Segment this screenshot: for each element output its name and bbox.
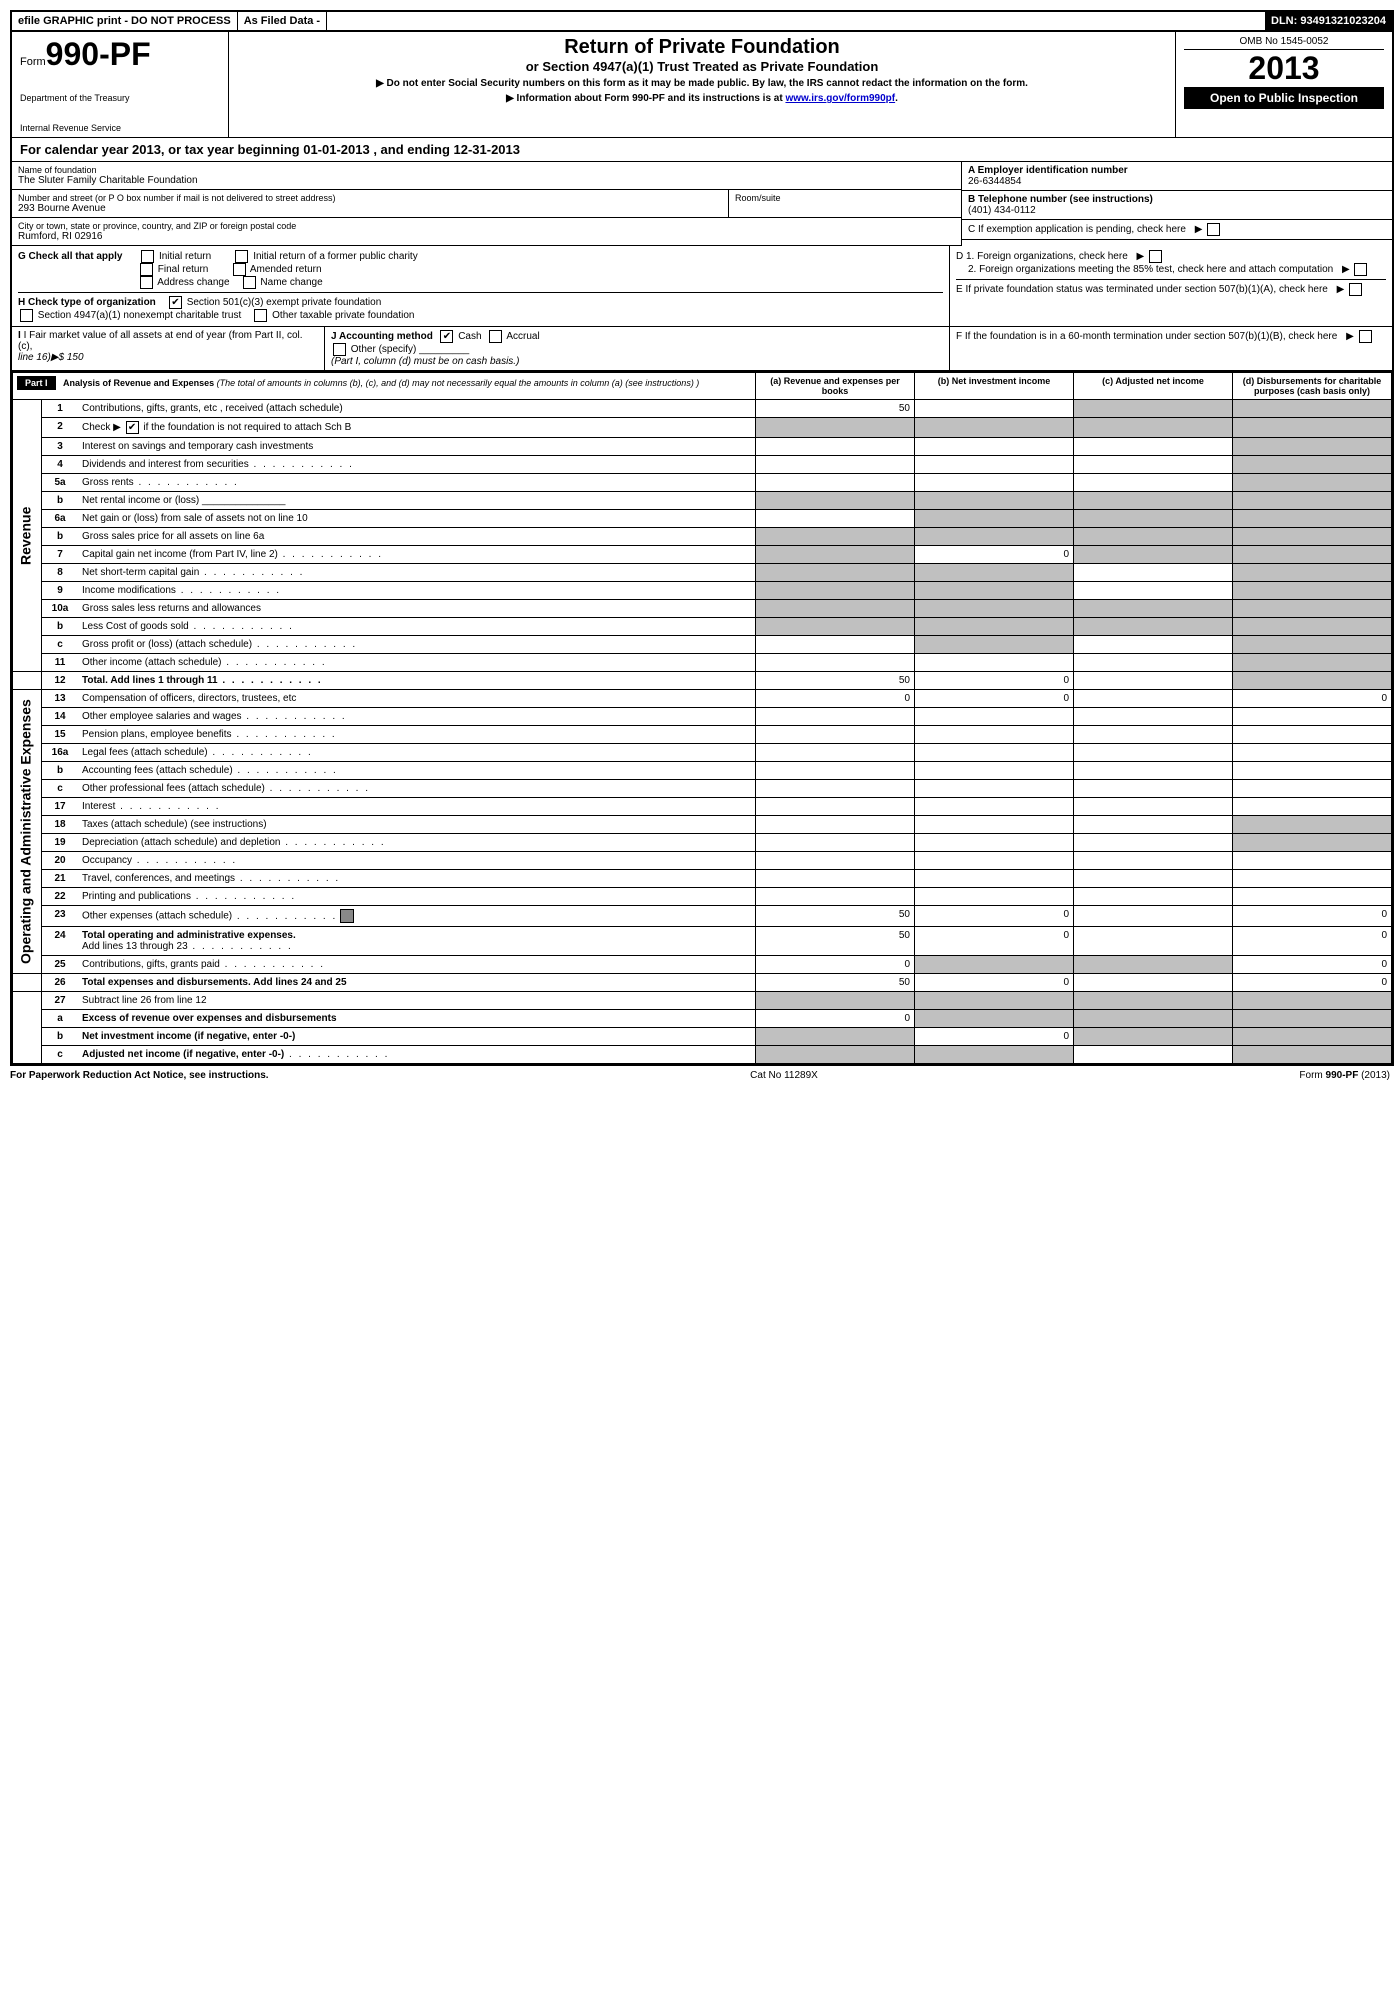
501c3-checkbox[interactable]: ✔ — [169, 296, 182, 309]
dept-irs: Internal Revenue Service — [20, 123, 220, 133]
cash-checkbox[interactable]: ✔ — [440, 330, 453, 343]
instr-ssn: ▶ Do not enter Social Security numbers o… — [237, 78, 1167, 89]
instr-link: ▶ Information about Form 990-PF and its … — [237, 93, 1167, 104]
part1-label: Part I — [17, 376, 56, 390]
i-cell: I I Fair market value of all assets at e… — [12, 327, 325, 370]
initial-former-checkbox[interactable] — [235, 250, 248, 263]
omb-number: OMB No 1545-0052 — [1184, 36, 1384, 50]
section-g-d: G Check all that apply Initial return In… — [12, 246, 1392, 327]
col-a-header: (a) Revenue and expenses per books — [756, 373, 915, 400]
c-checkbox[interactable] — [1207, 223, 1220, 236]
schb-checkbox[interactable]: ✔ — [126, 421, 139, 434]
col-b-header: (b) Net investment income — [915, 373, 1074, 400]
f-cell: F If the foundation is in a 60-month ter… — [950, 327, 1392, 370]
form-ref: Form 990-PF (2013) — [1299, 1070, 1390, 1081]
initial-checkbox[interactable] — [141, 250, 154, 263]
exemption-cell: C If exemption application is pending, c… — [962, 220, 1392, 240]
other-method-checkbox[interactable] — [333, 343, 346, 356]
cat-no: Cat No 11289X — [750, 1070, 818, 1081]
part1-table: Part I Analysis of Revenue and Expenses … — [12, 372, 1392, 1064]
ein-cell: A Employer identification number 26-6344… — [962, 162, 1392, 191]
attachment-icon[interactable] — [340, 909, 354, 923]
irs-link[interactable]: www.irs.gov/form990pf — [785, 93, 895, 104]
amended-checkbox[interactable] — [233, 263, 246, 276]
header-right: OMB No 1545-0052 2013 Open to Public Ins… — [1176, 32, 1392, 137]
accrual-checkbox[interactable] — [489, 330, 502, 343]
footer: For Paperwork Reduction Act Notice, see … — [10, 1066, 1390, 1085]
street-address: 293 Bourne Avenue — [18, 203, 722, 214]
dept-treasury: Department of the Treasury — [20, 93, 220, 103]
form-prefix: Form — [20, 56, 46, 68]
name-cell: Name of foundation The Sluter Family Cha… — [12, 162, 961, 190]
efile-notice: efile GRAPHIC print - DO NOT PROCESS — [12, 12, 238, 30]
other-taxable-checkbox[interactable] — [254, 309, 267, 322]
phone-value: (401) 434-0112 — [968, 205, 1386, 216]
col-d-header: (d) Disbursements for charitable purpose… — [1233, 373, 1392, 400]
as-filed: As Filed Data - — [238, 12, 327, 30]
namechange-checkbox[interactable] — [243, 276, 256, 289]
section-i-j-f: I I Fair market value of all assets at e… — [12, 327, 1392, 372]
revenue-side: Revenue — [13, 400, 42, 672]
dln: DLN: 93491321023204 — [1265, 12, 1392, 30]
form-990pf: efile GRAPHIC print - DO NOT PROCESS As … — [10, 10, 1394, 1066]
city-address: Rumford, RI 02916 — [18, 231, 955, 242]
col-c-header: (c) Adjusted net income — [1074, 373, 1233, 400]
city-cell: City or town, state or province, country… — [12, 218, 961, 246]
header: Form990-PF Department of the Treasury In… — [12, 32, 1392, 138]
d-section: D 1. Foreign organizations, check here ▶… — [950, 246, 1392, 326]
final-checkbox[interactable] — [140, 263, 153, 276]
form-number: 990-PF — [46, 36, 151, 72]
d1-checkbox[interactable] — [1149, 250, 1162, 263]
info-section: Name of foundation The Sluter Family Cha… — [12, 162, 1392, 246]
d2-checkbox[interactable] — [1354, 263, 1367, 276]
address-checkbox[interactable] — [140, 276, 153, 289]
foundation-name: The Sluter Family Charitable Foundation — [18, 175, 955, 186]
ein-value: 26-6344854 — [968, 176, 1386, 187]
form-subtitle: or Section 4947(a)(1) Trust Treated as P… — [237, 59, 1167, 74]
4947-checkbox[interactable] — [20, 309, 33, 322]
header-left: Form990-PF Department of the Treasury In… — [12, 32, 229, 137]
street-cell: Number and street (or P O box number if … — [12, 190, 729, 218]
f-checkbox[interactable] — [1359, 330, 1372, 343]
form-title: Return of Private Foundation — [237, 36, 1167, 59]
e-checkbox[interactable] — [1349, 283, 1362, 296]
phone-cell: B Telephone number (see instructions) (4… — [962, 191, 1392, 220]
room-cell: Room/suite — [729, 190, 961, 218]
expenses-side: Operating and Administrative Expenses — [13, 690, 42, 974]
open-public: Open to Public Inspection — [1184, 87, 1384, 109]
paperwork-notice: For Paperwork Reduction Act Notice, see … — [10, 1070, 269, 1081]
header-center: Return of Private Foundation or Section … — [229, 32, 1176, 137]
tax-year: 2013 — [1184, 50, 1384, 87]
calendar-year: For calendar year 2013, or tax year begi… — [12, 138, 1392, 162]
j-cell: J Accounting method ✔ Cash Accrual Other… — [325, 327, 950, 370]
top-bar: efile GRAPHIC print - DO NOT PROCESS As … — [12, 12, 1392, 32]
g-section: G Check all that apply Initial return In… — [12, 246, 950, 326]
